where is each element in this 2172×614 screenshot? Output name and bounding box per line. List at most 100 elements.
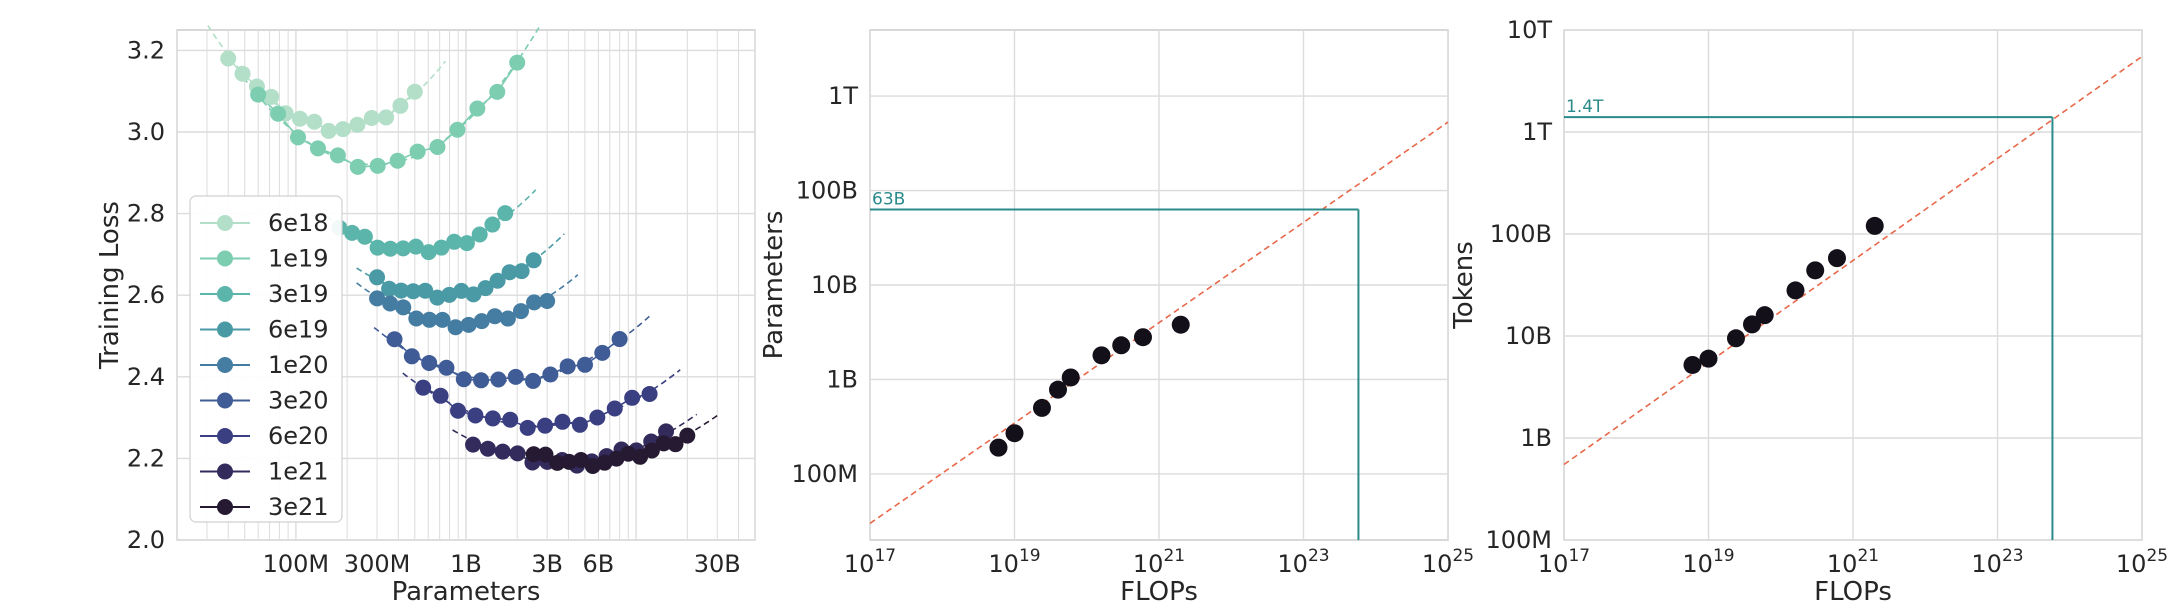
data-point-3e20 [525,372,542,389]
data-point-6e19 [441,286,458,303]
x-tick-label: 6B [582,550,614,578]
y-tick-label: 2.8 [127,200,165,228]
x-tick-label: 1B [450,550,482,578]
data-point-3e20 [473,372,490,389]
data-point-1e19 [429,138,446,155]
data-point-3e20 [386,331,403,348]
data-point-1e19 [449,121,466,138]
parameters-vs-flops-chart: 63B 1017 1019 1021 1023 1025 100M1B10B100B1T… [759,29,1474,607]
data-point-6e20 [571,416,588,433]
data-point-1e19 [250,86,267,103]
legend-marker-6e19 [217,321,233,338]
data-point-1e19 [489,83,506,100]
data-point-6e19 [405,283,422,300]
data-point-3e19 [407,238,424,255]
legend-label-1e19: 1e19 [268,245,329,273]
fit-line [1563,55,2143,466]
y-tick-label: 10T [1507,16,1553,44]
data-point-6e20 [606,400,623,417]
data-point-6e19 [381,280,398,297]
data-point-3e21 [537,446,554,463]
data-point-3e19 [497,205,514,222]
data-point-1e20 [539,292,556,309]
x-tick-label: 3B [531,550,563,578]
legend-marker-3e21 [217,499,233,515]
data-point-3e19 [382,240,399,257]
data-point-6e19 [453,282,470,299]
data-point-6e19 [513,263,530,280]
data-point-6e20 [502,411,519,428]
y-axis-label-2: Parameters [759,211,789,360]
data-point-1e19 [389,152,406,169]
data-point-6e19 [477,280,494,297]
data-point-6e18 [306,113,323,130]
data-point [1865,216,1884,235]
data-point [1742,315,1761,334]
fit-line-2 [869,121,1449,525]
x-axis-label-3: FLOPs [1814,577,1892,607]
y-tick-label: 100M [1485,526,1552,554]
legend: 6e18 1e19 3e19 6e19 1e20 3e20 6e20 1e21 3e21 [189,195,343,523]
data-point [1683,355,1702,374]
data-point-1e20 [382,295,399,312]
highlight-label: 63B [872,189,905,209]
legend-marker-1e19 [217,250,233,267]
legend-marker-6e18 [217,215,233,231]
data-point-3e21 [525,446,542,463]
data-point [1171,315,1190,334]
x-axis-label-1: Parameters [392,577,541,607]
data-point-3e20 [438,359,455,376]
data-point-3e21 [561,453,578,470]
data-points-1 [220,50,696,474]
data-point-1e20 [395,299,412,316]
data-point-6e18 [320,122,337,139]
data-point-1e20 [473,313,490,330]
data-point-6e18 [392,97,409,114]
data-point-3e19 [484,216,501,233]
legend-label-6e18: 6e18 [268,209,329,237]
data-point-3e20 [611,331,628,348]
data-point-1e20 [499,310,516,327]
data-point-1e19 [349,158,366,175]
data-point-3e19 [369,239,386,256]
data-point-6e20 [484,410,501,427]
data-point-1e20 [421,311,438,328]
data-point-3e20 [490,371,507,388]
data-point-6e19 [525,252,542,269]
data-point-6e20 [449,402,466,419]
legend-label-3e20: 3e20 [268,387,329,415]
y-ticks-3: 100M 1B 10B 100B 1T 10T [1485,16,1552,554]
x-ticks-1: 100M 300M 1B 3B 6B 30B [263,550,741,578]
data-point-3e20 [576,356,593,373]
data-point-3e20 [455,371,472,388]
data-point [1827,249,1846,268]
data-point-3e20 [403,348,420,365]
data-point-6e20 [554,413,571,430]
data-point-3e19 [458,235,475,252]
x-ticks-3: 1017 1019 1021 1023 1025 [1538,546,2168,578]
loss-vs-parameters-chart: 100M 300M 1B 3B 6B 30B 2.02.22.42.62.83.03.2 … [95,25,756,607]
data-point-1e19 [270,105,287,122]
data-point-1e19 [409,143,426,160]
data-point-3e19 [356,228,373,245]
x-tick-label: 1017 [844,546,896,578]
data-point-1e20 [434,311,451,328]
data-point [1032,398,1051,417]
y-tick-label: 2.0 [127,526,165,554]
y-tick-label: 10B [811,271,858,299]
legend-marker-1e21 [217,463,233,480]
data-point-6e18 [234,65,251,82]
y-tick-label: 3.2 [127,36,165,64]
data-point [1806,261,1825,280]
data-point-3e21 [632,448,649,465]
y-tick-label: 2.2 [127,444,165,472]
data-point-6e20 [432,387,449,404]
data-point-3e19 [420,244,437,261]
data-point-3e21 [667,436,684,453]
y-ticks-2: 100M 1B 10B 100B 1T [791,82,858,488]
data-point-1e19 [329,147,346,164]
data-point-6e19 [465,286,482,303]
data-point-1e19 [469,100,486,117]
data-point-6e18 [349,116,366,133]
